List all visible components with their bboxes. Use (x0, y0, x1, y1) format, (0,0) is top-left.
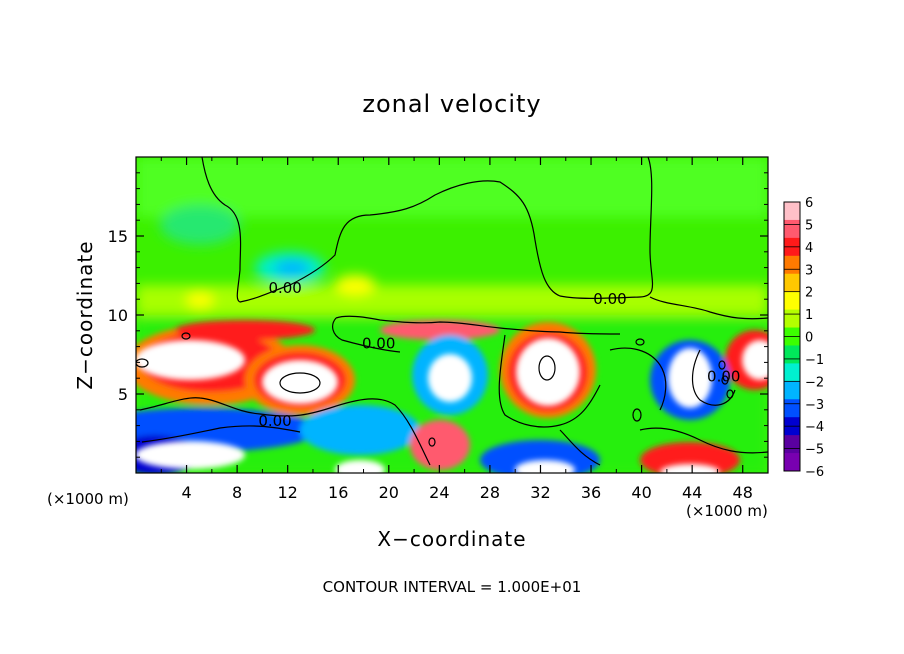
y-tick-label: 5 (118, 385, 128, 404)
y-tick-label: 15 (108, 227, 128, 246)
x-axis: 4 8 12 16 20 24 28 32 36 40 44 48 (160, 157, 753, 502)
x-tick-label: 20 (379, 483, 399, 502)
colorbar-swatch (784, 345, 800, 364)
colorbar-swatch (784, 381, 800, 400)
colorbar-tick-label: 6 (805, 196, 813, 211)
y-tick-label: 10 (108, 306, 128, 325)
colorbar-tick-label: 2 (805, 286, 813, 301)
contour-label: 0.00 (362, 334, 395, 352)
colorbar-tick-label: 3 (805, 263, 813, 278)
colorbar-tick-label: 4 (805, 241, 813, 256)
colorbar-tick-label: 1 (805, 308, 813, 323)
colorbar-swatch (784, 435, 800, 454)
x-tick-label: 32 (530, 483, 550, 502)
y-axis: 5 10 15 (108, 172, 768, 458)
colorbar-swatch (784, 202, 800, 221)
colorbar-swatch (784, 255, 800, 275)
colorbar-tick-label: −6 (805, 465, 824, 480)
contour-label: 0.00 (258, 412, 291, 430)
colorbar-swatch (784, 219, 800, 239)
x-tick-label: 40 (631, 483, 651, 502)
x-tick-label: 28 (480, 483, 500, 502)
colorbar-swatch (784, 309, 800, 329)
x-tick-label: 36 (581, 483, 601, 502)
x-unit-right: (×1000 m) (686, 502, 768, 520)
colorbar: 6 5 4 3 2 1 0 −1 −2 −3 −4 −5 −6 (783, 196, 824, 480)
x-tick-label: 16 (328, 483, 348, 502)
contour-label: 0.00 (268, 279, 301, 297)
contour-interval-note: CONTOUR INTERVAL = 1.000E+01 (323, 578, 582, 596)
contour-labels: 0.00 0.00 0.00 0.00 0.00 (258, 279, 740, 430)
x-tick-label: 8 (232, 483, 242, 502)
x-tick-label: 44 (682, 483, 702, 502)
x-tick-label: 48 (733, 483, 753, 502)
colorbar-tick-label: 0 (805, 331, 813, 346)
x-tick-label: 4 (181, 483, 191, 502)
colorbar-tick-label: −4 (805, 420, 824, 435)
chart-title: zonal velocity (362, 90, 541, 118)
x-tick-label: 12 (278, 483, 298, 502)
colorbar-tick-label: −3 (805, 398, 824, 413)
velocity-field (136, 157, 768, 473)
x-unit-left: (×1000 m) (47, 490, 129, 508)
colorbar-swatch (784, 273, 800, 293)
colorbar-swatch (784, 453, 800, 472)
contour-label: 0.00 (707, 368, 740, 386)
colorbar-tick-label: −5 (805, 443, 824, 458)
colorbar-tick-label: −2 (805, 375, 824, 390)
colorbar-swatch (784, 291, 800, 311)
x-tick-label: 24 (429, 483, 449, 502)
y-axis-label: Z−coordinate (73, 240, 97, 389)
colorbar-tick-label: −1 (805, 353, 824, 368)
colorbar-swatch (784, 363, 800, 382)
colorbar-swatch (784, 399, 800, 418)
x-axis-label: X−coordinate (377, 527, 526, 551)
colorbar-tick-label: 5 (805, 218, 813, 233)
contour-label: 0.00 (593, 290, 626, 308)
